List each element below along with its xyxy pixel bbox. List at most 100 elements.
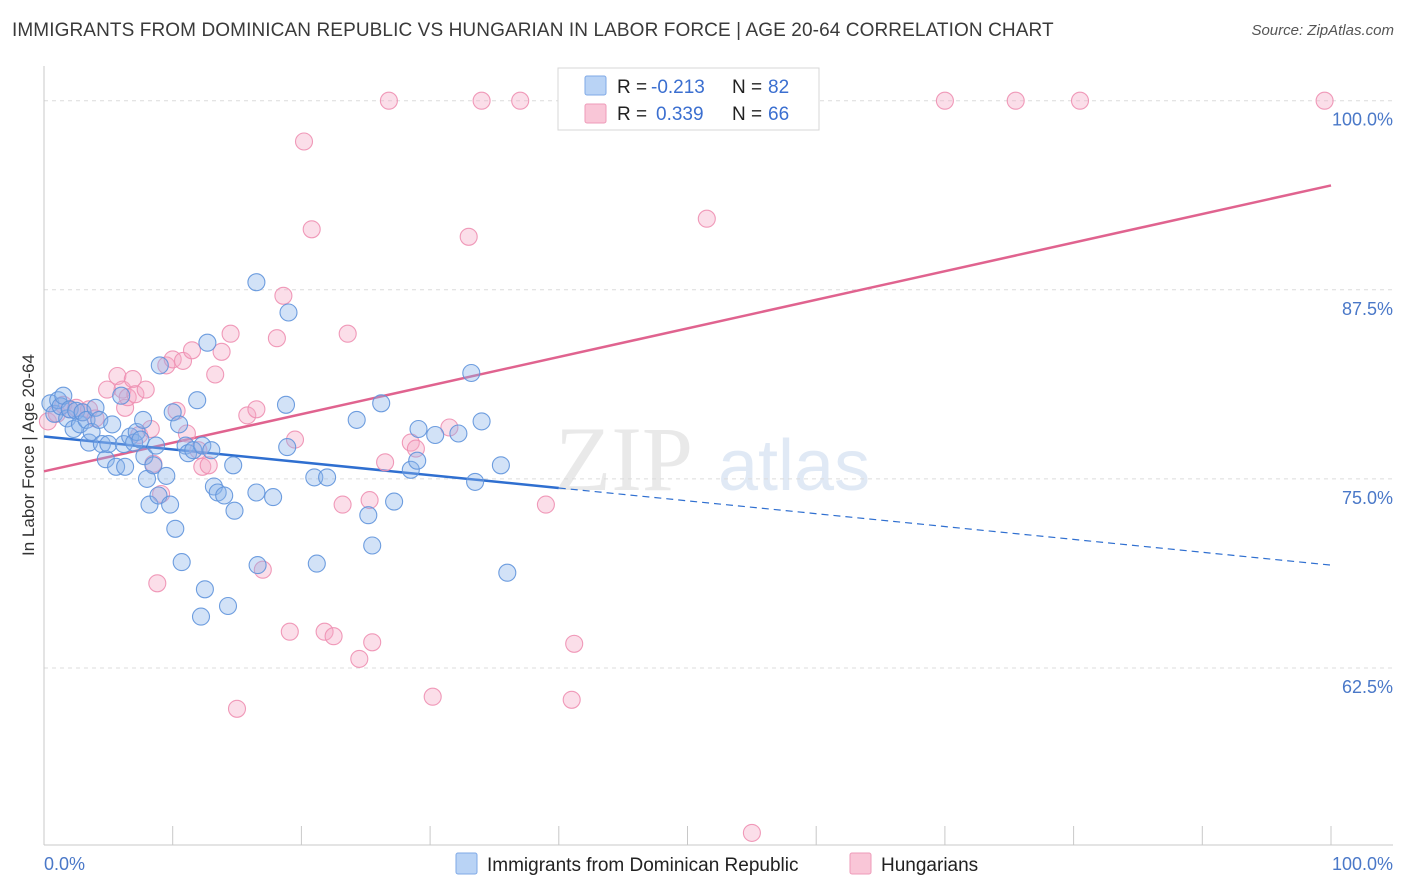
point-dominican-65 bbox=[318, 468, 337, 487]
legend-swatch-hungarians bbox=[584, 103, 607, 124]
point-dominican-49 bbox=[198, 333, 217, 352]
legend-r-label-dominican: R = bbox=[617, 77, 647, 98]
point-dominican-73 bbox=[408, 451, 427, 470]
bottom-legend-swatch-dominican bbox=[455, 852, 478, 875]
y-axis-label: In Labor Force | Age 20-64 bbox=[19, 354, 38, 556]
point-hungarians-57 bbox=[472, 91, 491, 110]
data-points bbox=[38, 91, 1334, 842]
point-dominican-19 bbox=[103, 415, 122, 434]
point-dominican-68 bbox=[359, 506, 378, 525]
point-dominican-48 bbox=[195, 580, 214, 599]
point-dominican-54 bbox=[218, 596, 238, 616]
point-dominican-8 bbox=[67, 401, 86, 420]
watermark: ZIP atlas bbox=[555, 408, 870, 510]
point-hungarians-56 bbox=[459, 227, 478, 246]
legend-r-value-dominican: -0.213 bbox=[651, 77, 705, 98]
axes bbox=[43, 66, 1393, 846]
point-dominican-28 bbox=[134, 410, 153, 429]
point-hungarians-61 bbox=[565, 634, 584, 653]
point-dominican-11 bbox=[77, 410, 96, 429]
point-dominican-46 bbox=[191, 607, 211, 626]
point-dominican-81 bbox=[449, 424, 468, 443]
x-tick-label-1: 100.0% bbox=[1332, 854, 1393, 874]
trendline-dominican-extension bbox=[558, 487, 1332, 566]
point-dominican-66 bbox=[307, 554, 326, 573]
legend-swatch-dominican bbox=[584, 75, 607, 96]
grid bbox=[44, 100, 1393, 669]
trendline-hungarians bbox=[43, 184, 1332, 473]
point-dominican-43 bbox=[179, 444, 198, 463]
point-hungarians-37 bbox=[267, 329, 286, 348]
point-dominican-27 bbox=[131, 430, 150, 449]
point-hungarians-47 bbox=[350, 649, 369, 668]
point-dominican-41 bbox=[172, 553, 191, 572]
point-hungarians-55 bbox=[440, 418, 459, 437]
point-hungarians-59 bbox=[536, 495, 555, 514]
legend-n-value-dominican: 82 bbox=[768, 77, 789, 98]
y-tick-label-3: 100.0% bbox=[1332, 110, 1393, 130]
point-hungarians-39 bbox=[280, 622, 299, 641]
legend-n-label-hungarians: N = bbox=[732, 104, 762, 125]
point-dominican-44 bbox=[184, 441, 203, 460]
point-hungarians-26 bbox=[182, 341, 202, 360]
point-dominican-36 bbox=[157, 466, 176, 485]
point-dominican-32 bbox=[144, 456, 163, 475]
watermark-zip: ZIP bbox=[555, 408, 693, 510]
point-dominican-76 bbox=[462, 363, 481, 383]
point-dominican-60 bbox=[264, 488, 283, 507]
point-hungarians-34 bbox=[238, 406, 257, 425]
point-hungarians-9 bbox=[108, 366, 127, 386]
point-dominican-37 bbox=[161, 495, 180, 514]
point-hungarians-29 bbox=[199, 456, 218, 475]
point-hungarians-13 bbox=[123, 370, 142, 389]
point-dominican-23 bbox=[116, 457, 135, 476]
point-dominican-64 bbox=[305, 468, 324, 487]
chart-title: IMMIGRANTS FROM DOMINICAN REPUBLIC VS HU… bbox=[12, 20, 1054, 41]
point-dominican-69 bbox=[363, 536, 382, 555]
point-hungarians-31 bbox=[212, 342, 231, 361]
point-hungarians-42 bbox=[302, 220, 321, 239]
point-hungarians-43 bbox=[315, 622, 334, 641]
point-hungarians-16 bbox=[136, 380, 155, 399]
point-dominican-63 bbox=[276, 395, 296, 414]
point-dominican-12 bbox=[79, 433, 99, 452]
point-hungarians-32 bbox=[221, 324, 240, 343]
point-dominican-16 bbox=[92, 435, 111, 454]
point-dominican-17 bbox=[96, 450, 115, 469]
legend-n-value-hungarians: 66 bbox=[768, 104, 789, 125]
point-dominican-14 bbox=[86, 398, 105, 417]
point-hungarians-11 bbox=[116, 398, 135, 417]
point-dominican-18 bbox=[99, 435, 118, 454]
point-hungarians-52 bbox=[401, 433, 420, 452]
point-hungarians-65 bbox=[1006, 91, 1025, 110]
watermark-atlas: atlas bbox=[718, 426, 870, 506]
point-hungarians-38 bbox=[274, 286, 293, 305]
point-hungarians-62 bbox=[697, 209, 716, 228]
point-hungarians-67 bbox=[1315, 91, 1334, 110]
point-hungarians-49 bbox=[363, 633, 382, 652]
point-dominican-53 bbox=[215, 486, 234, 505]
point-dominican-40 bbox=[170, 415, 189, 434]
point-dominican-72 bbox=[401, 460, 420, 479]
point-hungarians-51 bbox=[379, 91, 398, 110]
point-dominican-71 bbox=[385, 492, 404, 511]
bottom-legend: Immigrants from Dominican Republic Hunga… bbox=[455, 852, 978, 876]
point-hungarians-64 bbox=[935, 91, 954, 110]
point-hungarians-40 bbox=[285, 430, 305, 449]
point-dominican-35 bbox=[150, 356, 169, 375]
point-dominican-74 bbox=[409, 419, 428, 439]
point-dominican-78 bbox=[472, 412, 491, 431]
point-hungarians-28 bbox=[193, 457, 212, 476]
point-dominican-79 bbox=[491, 456, 510, 475]
point-hungarians-33 bbox=[227, 699, 247, 718]
point-hungarians-46 bbox=[338, 324, 357, 343]
point-dominican-21 bbox=[112, 386, 131, 405]
y-tick-labels: 62.5% 75.0% 87.5% 100.0% bbox=[1332, 110, 1393, 697]
point-hungarians-30 bbox=[206, 365, 225, 384]
point-dominican-59 bbox=[247, 273, 266, 292]
point-dominican-50 bbox=[202, 441, 221, 460]
point-dominican-67 bbox=[347, 410, 366, 429]
point-dominican-70 bbox=[372, 394, 391, 413]
bottom-legend-label-hungarians: Hungarians bbox=[881, 855, 978, 876]
point-hungarians-41 bbox=[294, 132, 314, 151]
